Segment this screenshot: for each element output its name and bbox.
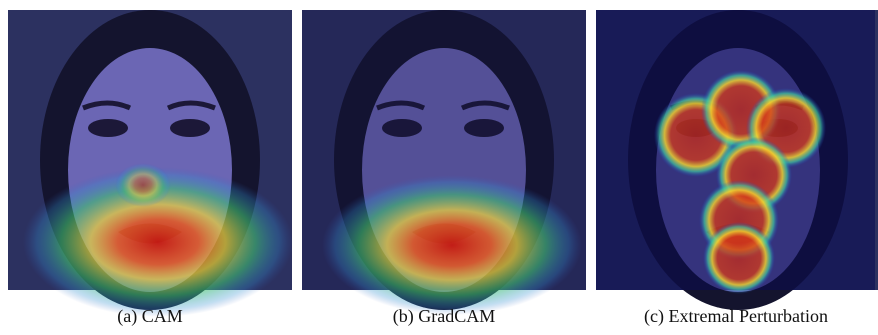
caption: (a) CAM — [117, 306, 183, 327]
panel-a — [8, 10, 293, 317]
caption: (b) GradCAM — [393, 306, 495, 327]
caption: (c) Extremal Perturbation — [644, 306, 828, 327]
panel-c — [596, 10, 878, 310]
panel-b — [302, 10, 586, 315]
figure: (a) CAM (b) GradCAM (c) Extremal Perturb… — [0, 0, 878, 335]
